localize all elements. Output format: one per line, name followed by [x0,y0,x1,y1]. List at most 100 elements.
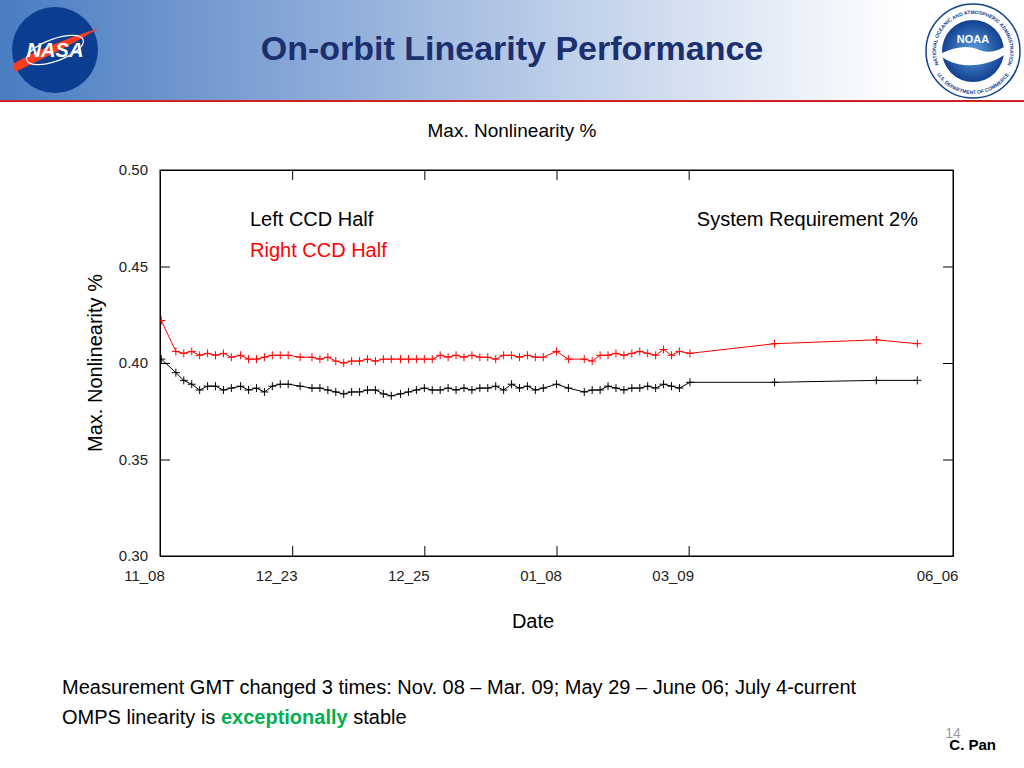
data-point [397,390,405,398]
data-point [686,349,694,357]
slide-canvas: On-orbit Linearity PerformanceNASANOAANA… [0,0,1024,768]
tick-mark [160,170,170,171]
logo-disc [12,7,98,93]
data-point [379,355,387,363]
tick-label: 0.35 [119,451,148,468]
data-point [612,349,620,357]
data-point [508,380,516,388]
data-point [436,351,444,359]
tick-mark [943,170,953,171]
tick-label: 01_08 [520,567,562,584]
data-point [667,382,675,390]
data-point [636,384,644,392]
data-point [476,353,484,361]
data-point [660,345,668,353]
data-point [204,349,212,357]
tick-label: 03_09 [652,567,694,584]
logo-bird [942,47,1004,65]
data-point [539,353,547,361]
data-point [356,388,364,396]
data-point [508,351,516,359]
data-point [160,317,165,325]
data-point [219,386,227,394]
data-point [316,355,324,363]
plot-area [160,317,921,400]
data-point [428,386,436,394]
plot-frame [160,170,953,556]
tick-mark [292,546,293,556]
tick-mark [160,267,170,268]
logo-text: NOAA [957,33,989,45]
data-point [348,388,356,396]
tick: 12_23 [256,546,298,584]
tick-label: 0.45 [119,258,148,275]
data-point [596,351,604,359]
data-point [379,390,387,398]
data-point [588,357,596,365]
data-point [628,349,636,357]
tick: 0.35 [119,451,170,468]
data-point [913,376,921,384]
x-axis-title: Date [512,610,554,632]
tick: 0.45 [119,258,170,275]
tick-mark [557,546,558,556]
data-point [612,384,620,392]
data-point [660,380,668,388]
data-point [252,384,260,392]
data-point [523,351,531,359]
tick: 06_06 [917,546,959,584]
data-point [675,347,683,355]
data-point [553,347,561,355]
data-point [628,384,636,392]
data-point [452,386,460,394]
tick-mark [689,170,690,180]
logo-ring-text: NATIONAL OCEANIC AND ATMOSPHERIC ADMINIS… [931,9,1015,67]
note-line: Measurement GMT changed 3 times: Nov. 08… [62,676,857,698]
data-point [204,382,212,390]
tick-mark [160,556,170,557]
data-point [420,384,428,392]
x-axis-top [161,170,954,180]
data-point [412,386,420,394]
data-point [237,351,245,359]
y-axis-right [943,171,954,557]
nasa-logo: NASA [12,7,99,93]
data-point [268,382,276,390]
data-point [284,351,292,359]
tick-mark [943,267,953,268]
tick: 01_08 [520,546,562,584]
tick-mark [424,170,425,180]
data-point [444,384,452,392]
note-text: OMPS linearity is [62,706,221,728]
data-point [237,382,245,390]
tick [943,556,953,557]
data-point [420,355,428,363]
logo-ring-text-path: U.S. DEPARTMENT OF COMMERCE [936,71,1010,95]
data-point [296,353,304,361]
tick: 0.50 [119,161,170,178]
data-point [260,388,268,396]
logo-swoosh [13,28,99,72]
data-point [452,351,460,359]
page: On-orbit Linearity PerformanceNASANOAANA… [0,0,1024,768]
tick-mark [943,556,953,557]
annotation: System Requirement 2% [697,208,918,230]
data-point [500,351,508,359]
data-point [356,357,364,365]
data-point [219,349,227,357]
data-point [620,386,628,394]
data-point [196,351,204,359]
note-text: Measurement GMT changed 3 times: Nov. 08… [62,676,857,698]
data-point [644,349,652,357]
y-axis: 0.300.350.400.450.50 [119,161,170,564]
series-markers [160,355,921,400]
tick [943,267,953,268]
data-point [212,382,220,390]
data-point [686,378,694,386]
data-point [324,353,332,361]
data-point [284,380,292,388]
data-point [531,386,539,394]
data-point [316,384,324,392]
data-point [172,347,180,355]
data-point [276,380,284,388]
